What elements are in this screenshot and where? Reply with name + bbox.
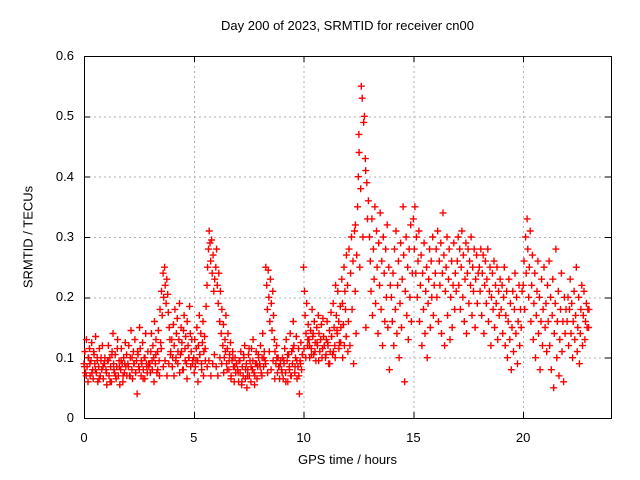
y-tick-label: 0.2 xyxy=(55,289,74,305)
data-points xyxy=(80,82,593,398)
y-tick-label: 0.3 xyxy=(55,229,74,244)
x-tick-label: 10 xyxy=(296,430,311,445)
x-tick-label: 20 xyxy=(515,430,531,445)
y-tick-label: 0.6 xyxy=(55,48,74,63)
x-axis-label: GPS time / hours xyxy=(298,452,397,467)
x-tick-label: 5 xyxy=(190,430,198,445)
y-tick-label: 0.1 xyxy=(55,349,74,365)
x-tick-label: 0 xyxy=(80,430,88,445)
y-tick-label: 0.4 xyxy=(55,168,74,184)
y-tick-label: 0 xyxy=(66,410,74,425)
x-tick-label: 15 xyxy=(406,430,421,445)
chart-title: Day 200 of 2023, SRMTID for receiver cn0… xyxy=(221,18,474,33)
y-tick-label: 0.5 xyxy=(55,108,74,124)
